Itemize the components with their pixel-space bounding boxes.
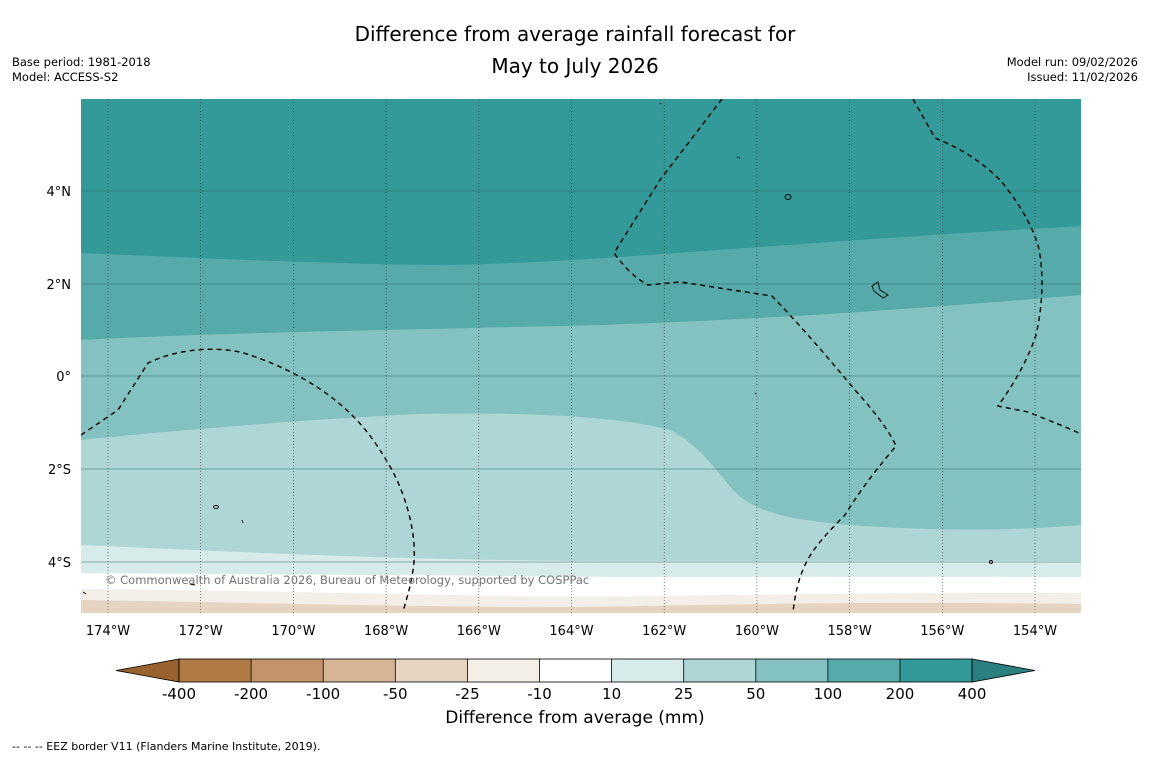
lat-label: 4°S [48, 556, 71, 571]
colorbar-tick-label: -50 [383, 685, 408, 700]
lon-label: 160°W [735, 624, 779, 639]
eez-border-central [613, 99, 897, 613]
colorbar-tick-label: -25 [455, 685, 480, 700]
colorbar-bin [827, 659, 900, 682]
island-shape [241, 519, 244, 524]
lon-label: 158°W [828, 624, 872, 639]
eez-borders [81, 99, 1081, 613]
latitude-lines [81, 190, 1081, 563]
meta-right: Model run: 09/02/2026 Issued: 11/02/2026 [1007, 55, 1138, 85]
map-title: Difference from average rainfall forecas… [0, 18, 1150, 82]
island-shape [189, 583, 196, 586]
base-period-text: Base period: 1981-2018 [12, 55, 151, 69]
colorbar-bin [900, 659, 973, 682]
rainfall-anomaly-field [81, 99, 1081, 613]
lon-label: 164°W [549, 624, 593, 639]
colorbar-tick-label: 50 [746, 685, 765, 700]
lat-axis-labels: 4°N 2°N 0° 2°S 4°S [47, 185, 72, 571]
colorbar-over-triangle [971, 658, 1036, 683]
colorbar-bin [683, 659, 756, 682]
colorbar-tick-label: -400 [162, 685, 196, 700]
lon-label: 170°W [271, 624, 315, 639]
colorbar-ticks [178, 659, 973, 682]
colorbar-tick-label: 200 [886, 685, 915, 700]
colorbar-title: Difference from average (mm) [445, 708, 705, 728]
lon-label: 166°W [457, 624, 501, 639]
colorbar-under-triangle [115, 658, 180, 683]
model-run-text: Model run: 09/02/2026 [1006, 55, 1138, 69]
lat-label: 4°N [47, 185, 72, 200]
colorbar-bin [467, 659, 540, 682]
colorbar-tick-label: 25 [674, 685, 693, 700]
lon-label: 168°W [364, 624, 408, 639]
lon-label: 172°W [179, 624, 223, 639]
island-shape [736, 156, 741, 159]
lat-label: 0° [56, 370, 71, 385]
colorbar-tick-label: -200 [234, 685, 268, 700]
colorbar-bin [251, 659, 324, 682]
copyright-text: © Commonwealth of Australia 2026, Bureau… [105, 573, 589, 587]
island-shape [871, 281, 889, 299]
island-shape [784, 194, 792, 200]
colorbar-bin [539, 659, 612, 682]
meta-left: Base period: 1981-2018 Model: ACCESS-S2 [12, 55, 151, 85]
island-shape [989, 560, 993, 564]
lat-label: 2°N [47, 278, 72, 293]
band-neg50-neg25 [81, 600, 1081, 613]
lat-label: 2°S [48, 463, 71, 478]
map-figure: © Commonwealth of Australia 2026, Bureau… [47, 99, 1081, 700]
lon-axis-labels: 174°W 172°W 170°W 168°W 166°W 164°W 162°… [86, 624, 1057, 639]
island-shape [213, 505, 219, 509]
colorbar-tick-label: 10 [602, 685, 621, 700]
island-shape [754, 392, 757, 395]
model-text: Model: ACCESS-S2 [12, 70, 119, 84]
lon-label: 162°W [642, 624, 686, 639]
map-title-line-1: Difference from average rainfall forecas… [354, 22, 796, 46]
lon-label: 174°W [86, 624, 130, 639]
issued-text: Issued: 11/02/2026 [1027, 70, 1138, 84]
colorbar-bin [611, 659, 684, 682]
colorbar-tick-labels: -400 -200 -100 -50 -25 -10 10 25 50 100 … [162, 685, 986, 700]
colorbar-bin [395, 659, 468, 682]
lon-label: 156°W [920, 624, 964, 639]
island-shape [659, 102, 662, 105]
colorbar-tick-label: -100 [306, 685, 340, 700]
colorbar-tick-label: 100 [814, 685, 843, 700]
eez-border-west [81, 348, 415, 613]
islands [82, 102, 993, 595]
colorbar-bin [755, 659, 828, 682]
island-shape [82, 591, 87, 595]
colorbar: -400 -200 -100 -50 -25 -10 10 25 50 100 … [115, 658, 1036, 700]
colorbar-bin [323, 659, 396, 682]
map-title-line-2: May to July 2026 [491, 54, 659, 78]
lon-label: 154°W [1013, 624, 1057, 639]
eez-footnote: -- -- -- EEZ border V11 (Flanders Marine… [12, 740, 321, 753]
colorbar-tick-label: -10 [527, 685, 552, 700]
colorbar-tick-label: 400 [958, 685, 987, 700]
eez-border-east [912, 99, 1081, 435]
colorbar-bin [179, 659, 252, 682]
